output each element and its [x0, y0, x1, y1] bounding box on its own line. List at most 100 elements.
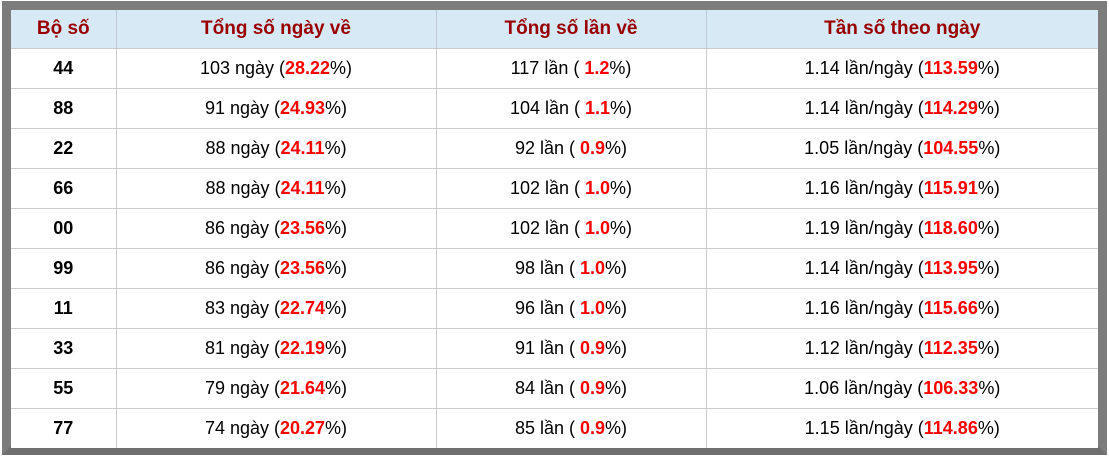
total-days-cell: 83 ngày (22.74%)	[115, 288, 436, 329]
header-pair-number: Bộ số	[11, 10, 116, 49]
days-text: 103 ngày (	[199, 58, 285, 78]
times-close: %)	[609, 58, 632, 78]
total-days-cell: 79 ngày (21.64%)	[115, 368, 436, 409]
days-percent: 28.22	[285, 58, 331, 78]
times-percent: 0.9	[580, 418, 606, 438]
pair-number: 55	[11, 368, 116, 409]
days-close: %)	[325, 378, 348, 398]
freq-percent: 113.59	[923, 58, 978, 78]
days-close: %)	[325, 338, 348, 358]
days-close: %)	[325, 98, 348, 118]
times-percent: 0.9	[580, 378, 606, 398]
total-times-cell: 117 lần ( 1.2%)	[435, 48, 706, 89]
freq-percent: 118.60	[923, 218, 978, 238]
table-row: 11 83 ngày (22.74%) 96 lần ( 1.0%) 1.16 lần…	[11, 288, 1098, 329]
total-days-cell: 103 ngày (28.22%)	[115, 48, 436, 89]
times-text: 92 lần (	[514, 138, 580, 158]
pair-number: 11	[11, 288, 116, 329]
table-row: 44 103 ngày (28.22%) 117 lần ( 1.2%) 1.14 l…	[11, 48, 1098, 89]
pair-number: 33	[11, 328, 116, 369]
total-days-cell: 91 ngày (24.93%)	[115, 88, 436, 129]
days-text: 81 ngày (	[204, 338, 280, 358]
pair-frequency-table: Bộ số Tổng số ngày về Tổng số lần về Tần…	[11, 10, 1098, 448]
freq-percent: 104.55	[923, 138, 979, 158]
total-times-cell: 85 lần ( 0.9%)	[435, 408, 706, 448]
pair-number: 88	[11, 88, 116, 129]
days-close: %)	[324, 178, 347, 198]
days-text: 74 ngày (	[204, 418, 280, 438]
freq-text: 1.14 lần/ngày (	[804, 98, 924, 118]
freq-text: 1.14 lần/ngày (	[804, 58, 924, 78]
daily-frequency-cell: 1.14 lần/ngày (113.95%)	[705, 248, 1098, 289]
times-percent: 1.0	[580, 258, 606, 278]
table-row: 66 88 ngày (24.11%) 102 lần ( 1.0%) 1.16 lầ…	[11, 168, 1098, 209]
times-close: %)	[605, 418, 628, 438]
table-body: 44 103 ngày (28.22%) 117 lần ( 1.2%) 1.14 l…	[11, 48, 1098, 448]
freq-text: 1.19 lần/ngày (	[804, 218, 924, 238]
times-text: 85 lần (	[514, 418, 580, 438]
times-close: %)	[605, 258, 628, 278]
freq-close: %)	[978, 378, 1001, 398]
freq-percent: 113.95	[923, 258, 978, 278]
freq-close: %)	[978, 138, 1001, 158]
freq-percent: 115.66	[923, 298, 978, 318]
header-total-times: Tổng số lần về	[435, 10, 706, 49]
times-close: %)	[605, 298, 628, 318]
times-percent: 1.1	[585, 98, 611, 118]
freq-percent: 112.35	[923, 338, 978, 358]
days-percent: 21.64	[280, 378, 326, 398]
total-days-cell: 74 ngày (20.27%)	[115, 408, 436, 448]
days-percent: 20.27	[280, 418, 326, 438]
daily-frequency-cell: 1.14 lần/ngày (114.29%)	[705, 88, 1098, 129]
days-close: %)	[325, 298, 348, 318]
total-days-cell: 86 ngày (23.56%)	[115, 248, 436, 289]
table-row: 55 79 ngày (21.64%) 84 lần ( 0.9%) 1.06 lần…	[11, 368, 1098, 409]
pair-number: 22	[11, 128, 116, 169]
table-row: 77 74 ngày (20.27%) 85 lần ( 0.9%) 1.15 lần…	[11, 408, 1098, 448]
freq-close: %)	[977, 218, 1000, 238]
times-text: 96 lần (	[514, 298, 580, 318]
times-close: %)	[605, 378, 628, 398]
table-row: 88 91 ngày (24.93%) 104 lần ( 1.1%) 1.14 lầ…	[11, 88, 1098, 129]
freq-text: 1.16 lần/ngày (	[804, 178, 924, 198]
pair-number: 00	[11, 208, 116, 249]
daily-frequency-cell: 1.16 lần/ngày (115.66%)	[705, 288, 1098, 329]
times-percent: 1.0	[585, 218, 611, 238]
daily-frequency-cell: 1.12 lần/ngày (112.35%)	[705, 328, 1098, 369]
header-row: Bộ số Tổng số ngày về Tổng số lần về Tần…	[11, 10, 1098, 49]
freq-close: %)	[977, 298, 1000, 318]
times-percent: 1.2	[584, 58, 610, 78]
freq-close: %)	[977, 178, 1000, 198]
total-times-cell: 96 lần ( 1.0%)	[435, 288, 706, 329]
daily-frequency-cell: 1.16 lần/ngày (115.91%)	[705, 168, 1098, 209]
days-text: 91 ngày (	[204, 98, 280, 118]
times-close: %)	[605, 138, 628, 158]
freq-close: %)	[977, 418, 1000, 438]
table-row: 22 88 ngày (24.11%) 92 lần ( 0.9%) 1.05 lần…	[11, 128, 1098, 169]
times-close: %)	[610, 218, 633, 238]
freq-text: 1.16 lần/ngày (	[804, 298, 924, 318]
table-header: Bộ số Tổng số ngày về Tổng số lần về Tần…	[11, 10, 1098, 49]
days-close: %)	[330, 58, 353, 78]
freq-percent: 114.29	[923, 98, 978, 118]
days-percent: 23.56	[280, 258, 326, 278]
freq-close: %)	[977, 58, 1000, 78]
days-percent: 23.56	[280, 218, 326, 238]
freq-text: 1.12 lần/ngày (	[804, 338, 924, 358]
pair-number: 99	[11, 248, 116, 289]
days-percent: 22.74	[280, 298, 326, 318]
header-total-days: Tổng số ngày về	[115, 10, 436, 49]
pair-number: 44	[11, 48, 116, 89]
freq-text: 1.14 lần/ngày (	[804, 258, 924, 278]
days-text: 88 ngày (	[205, 178, 281, 198]
times-percent: 1.0	[580, 298, 606, 318]
total-days-cell: 81 ngày (22.19%)	[115, 328, 436, 369]
days-text: 86 ngày (	[204, 258, 280, 278]
days-percent: 22.19	[280, 338, 326, 358]
total-times-cell: 102 lần ( 1.0%)	[435, 168, 706, 209]
times-text: 84 lần (	[514, 378, 580, 398]
days-close: %)	[324, 138, 347, 158]
total-times-cell: 84 lần ( 0.9%)	[435, 368, 706, 409]
